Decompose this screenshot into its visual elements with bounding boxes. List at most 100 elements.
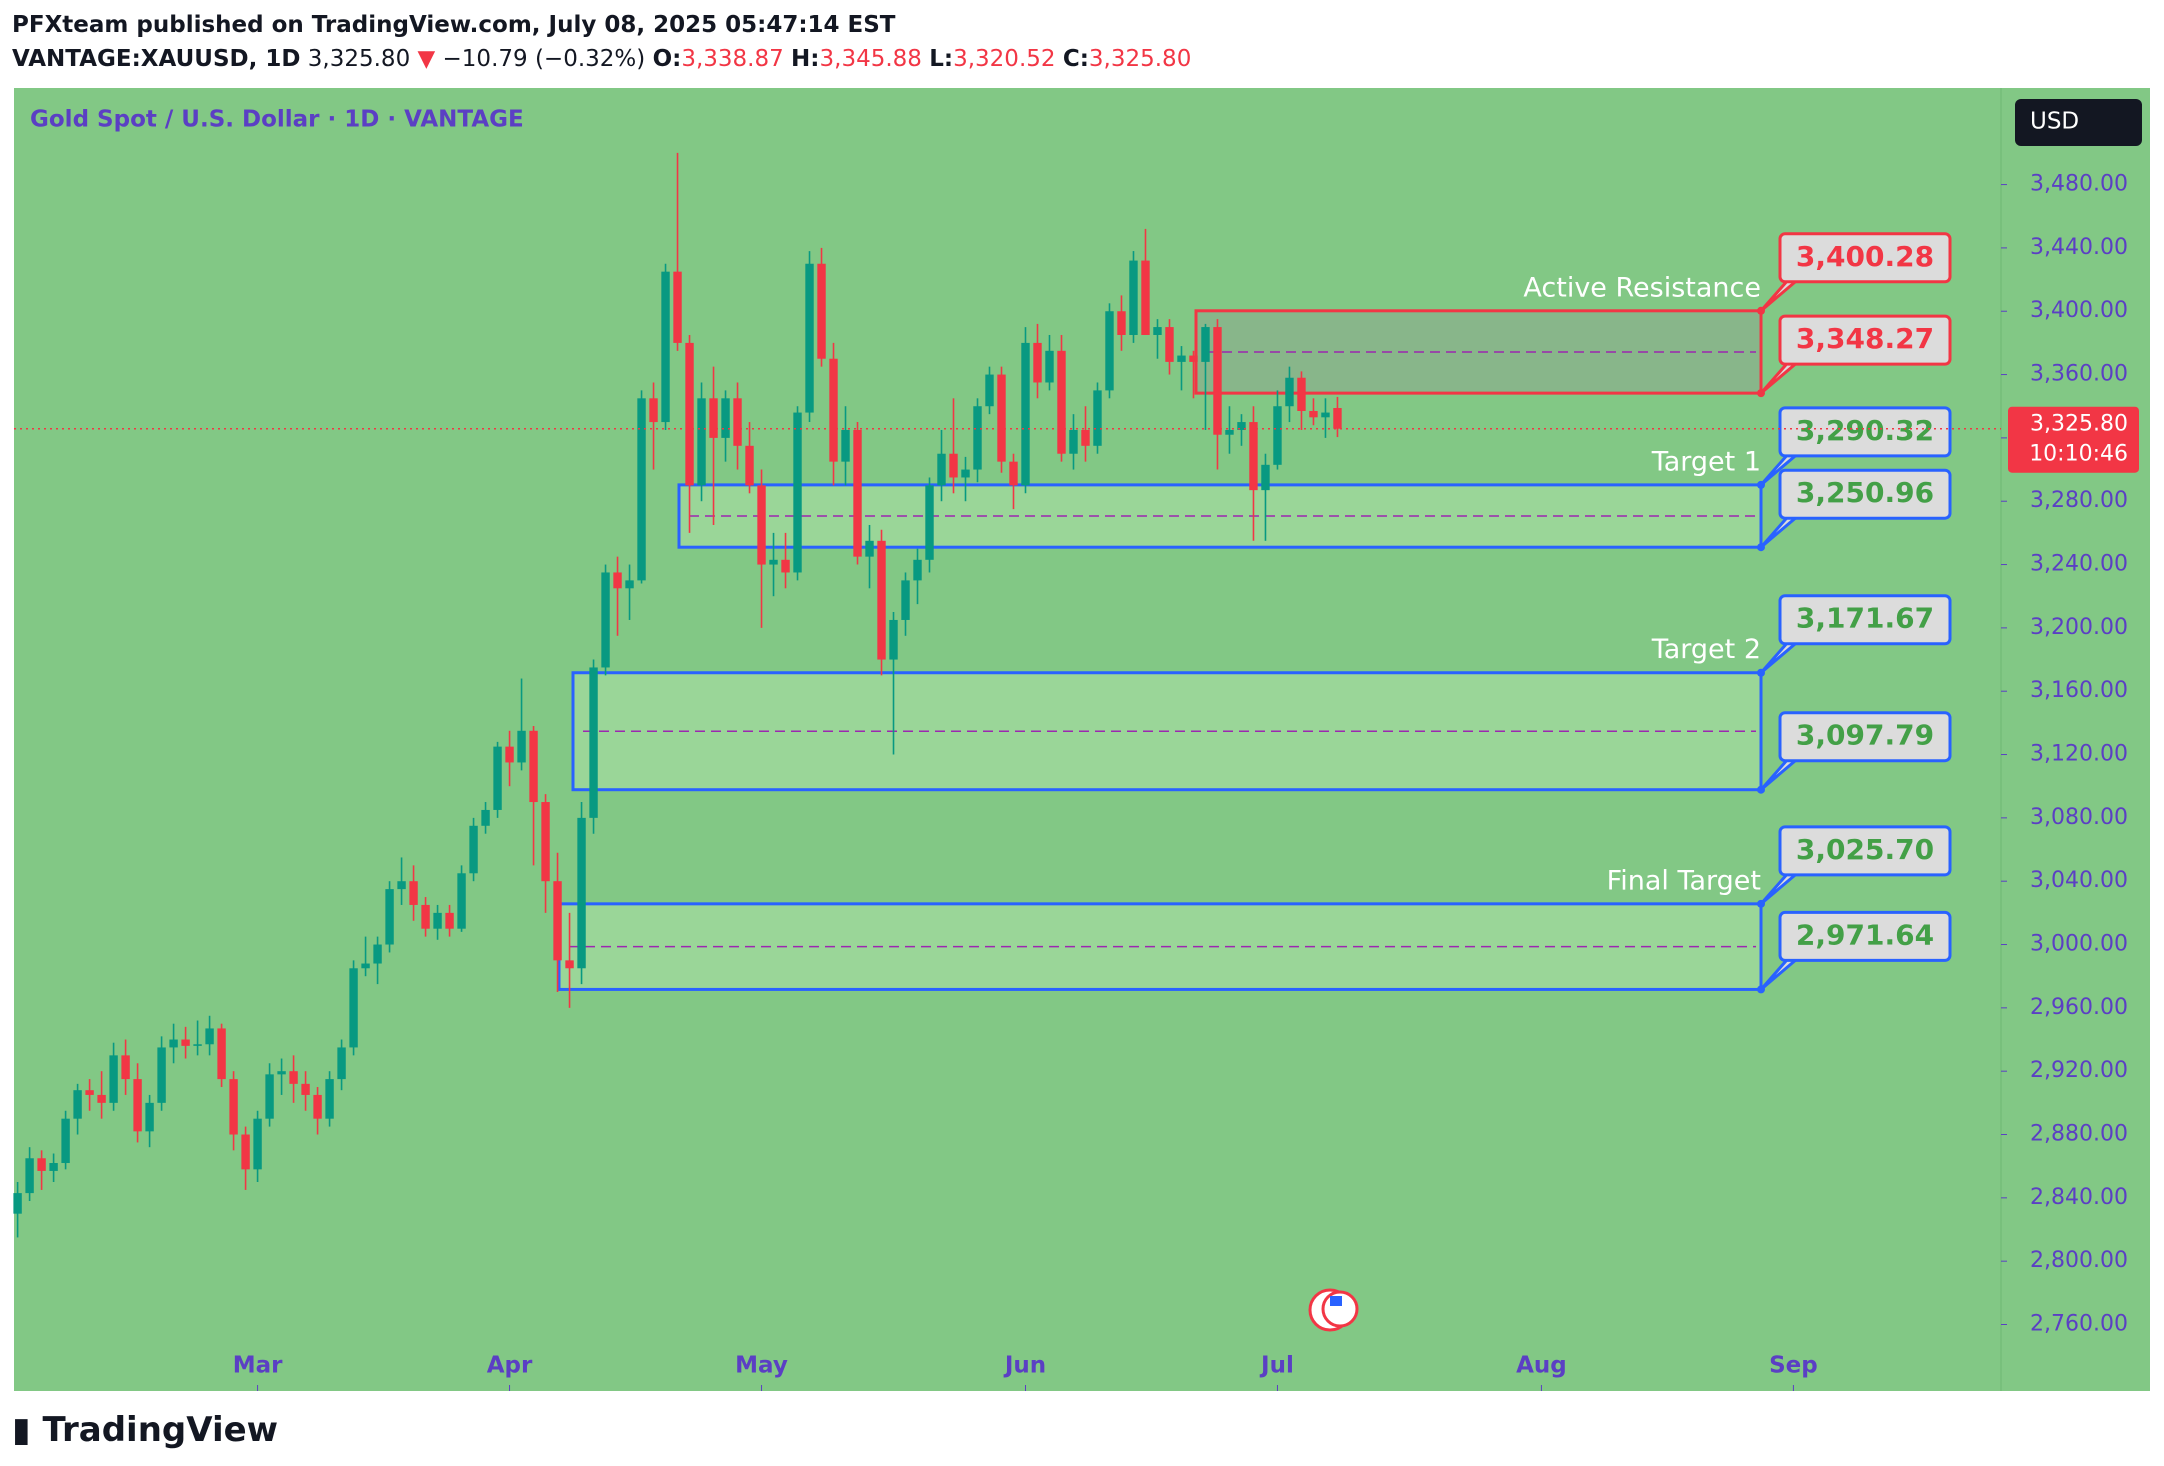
candle-body <box>1069 429 1078 454</box>
y-tick-label: 3,200.00 <box>2030 615 2128 640</box>
candle-body <box>481 809 490 826</box>
callout-anchor <box>1757 306 1765 315</box>
candle-body <box>793 412 802 573</box>
candle-body <box>145 1102 154 1132</box>
y-tick-label: 2,760.00 <box>2030 1312 2128 1337</box>
last: 3,325.80 <box>307 46 411 72</box>
candle-body <box>109 1055 118 1103</box>
zone-name: Target 1 <box>1651 446 1761 477</box>
candle-body <box>421 904 430 929</box>
published: PFXteam published on TradingView.com, Ju… <box>12 12 896 38</box>
callout-label: 3,290.32 <box>1796 414 1934 447</box>
c: 3,325.80 <box>1088 46 1192 72</box>
candle-body <box>1021 342 1030 486</box>
candle-body <box>1261 464 1270 491</box>
callout-anchor <box>1757 480 1765 489</box>
y-tick-label: 3,000.00 <box>2030 932 2128 957</box>
callout-box <box>1778 468 1952 520</box>
candle-body <box>325 1079 334 1119</box>
candle-body <box>1153 327 1162 335</box>
candle-body <box>553 881 562 961</box>
callout-box <box>1778 594 1952 646</box>
callout-anchor <box>1757 985 1765 994</box>
candle-body <box>769 559 778 565</box>
candle-body <box>577 817 586 969</box>
y-tick-label: 3,440.00 <box>2030 235 2128 260</box>
current-price-box <box>2008 406 2139 473</box>
candle-body <box>997 374 1006 462</box>
zone-name: Active Resistance <box>1523 272 1761 303</box>
candle-body <box>433 912 442 929</box>
candle-body <box>1309 410 1318 418</box>
y-tick-label: 3,280.00 <box>2030 488 2128 513</box>
candle-body <box>505 746 514 763</box>
candle-body <box>385 889 394 945</box>
candle-body <box>37 1158 46 1171</box>
o-label: O: <box>652 46 682 72</box>
x-tick-label: Sep <box>1769 1353 1818 1379</box>
candle-body <box>889 619 898 660</box>
callout-anchor <box>1757 785 1765 794</box>
candle-body <box>1285 377 1294 407</box>
candle-body <box>409 881 418 905</box>
candle-body <box>805 263 814 413</box>
candle-body <box>1297 377 1306 411</box>
currency[interactable]: USD <box>2030 109 2079 135</box>
y-tick-label: 3,040.00 <box>2030 868 2128 893</box>
y-tick-label: 3,480.00 <box>2030 172 2128 197</box>
y-tick-label: 3,160.00 <box>2030 678 2128 703</box>
x-tick-label: Aug <box>1516 1353 1567 1379</box>
flag-icon <box>1308 1288 1359 1332</box>
candle-body <box>709 398 718 438</box>
candle-body <box>613 572 622 589</box>
candle-body <box>121 1055 130 1080</box>
candle-body <box>1177 355 1186 362</box>
candle-body <box>1141 260 1150 335</box>
change: −10.79 (−0.32%) <box>442 46 646 72</box>
candle-body <box>1237 422 1246 430</box>
candle-body <box>937 453 946 486</box>
candle-body <box>445 912 454 929</box>
candle-body <box>193 1044 202 1046</box>
h: 3,345.88 <box>819 46 922 72</box>
published-line: PFXteam published on TradingView.com, Ju… <box>12 8 1191 42</box>
candle-body <box>1033 342 1042 383</box>
currency-button[interactable] <box>2015 99 2142 146</box>
callout-label: 3,250.96 <box>1796 476 1934 509</box>
candle-body <box>865 540 874 557</box>
candle-body <box>1273 406 1282 465</box>
footer: ▮ TradingView <box>12 1410 279 1450</box>
o: 3,338.87 <box>681 46 784 72</box>
candle-body <box>289 1071 298 1084</box>
y-tick-label: 2,920.00 <box>2030 1058 2128 1083</box>
arrow: ▼ <box>417 46 436 72</box>
brand: TradingView <box>42 1410 279 1450</box>
callout-label: 3,097.79 <box>1796 719 1934 752</box>
candle-body <box>1333 408 1342 429</box>
candle-body <box>469 825 478 874</box>
candle-body <box>217 1028 226 1080</box>
zone-name: Final Target <box>1607 865 1761 896</box>
candle-body <box>601 572 610 668</box>
candle-body <box>205 1028 214 1045</box>
candle-body <box>985 374 994 407</box>
candle-body <box>265 1074 274 1119</box>
y-tick-label: 3,080.00 <box>2030 805 2128 830</box>
x-tick-label: Jul <box>1259 1353 1294 1379</box>
callout-label: 2,971.64 <box>1796 918 1934 951</box>
candle-body <box>1201 327 1210 362</box>
candle-body <box>277 1071 286 1075</box>
candle-body <box>349 968 358 1048</box>
candle-body <box>1165 327 1174 362</box>
x-tick-label: Apr <box>487 1353 533 1379</box>
y-tick-label: 2,880.00 <box>2030 1122 2128 1147</box>
candle-body <box>1105 311 1114 391</box>
candle-body <box>1117 311 1126 335</box>
symbol: VANTAGE:XAUUSD, 1D <box>12 46 301 72</box>
candle-body <box>757 485 766 565</box>
callout-label: 3,348.27 <box>1796 322 1934 355</box>
x-tick-label: Jun <box>1003 1353 1046 1379</box>
candle-body <box>673 271 682 343</box>
c-label: C: <box>1062 46 1089 72</box>
candle-body <box>157 1047 166 1103</box>
